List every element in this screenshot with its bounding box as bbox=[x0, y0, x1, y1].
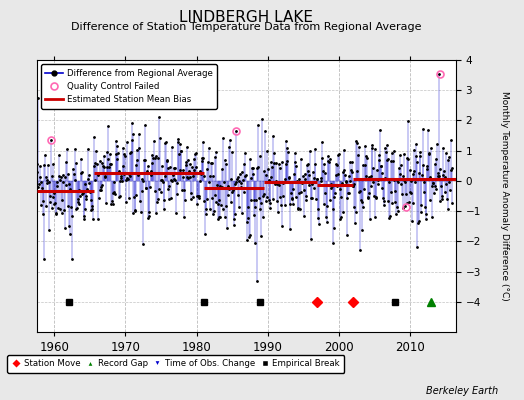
Y-axis label: Monthly Temperature Anomaly Difference (°C): Monthly Temperature Anomaly Difference (… bbox=[500, 91, 509, 301]
Text: Difference of Station Temperature Data from Regional Average: Difference of Station Temperature Data f… bbox=[71, 22, 421, 32]
Text: Berkeley Earth: Berkeley Earth bbox=[425, 386, 498, 396]
Legend: Station Move, Record Gap, Time of Obs. Change, Empirical Break: Station Move, Record Gap, Time of Obs. C… bbox=[7, 355, 344, 372]
Text: LINDBERGH LAKE: LINDBERGH LAKE bbox=[179, 10, 313, 25]
